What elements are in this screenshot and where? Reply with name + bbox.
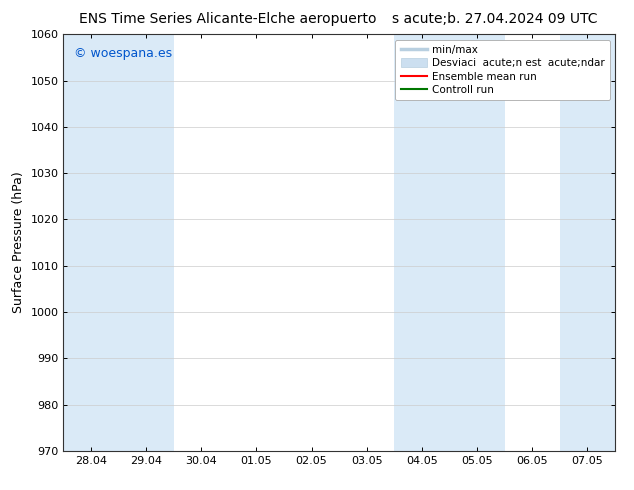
- Bar: [560, 34, 615, 451]
- Text: © woespana.es: © woespana.es: [74, 47, 172, 60]
- Y-axis label: Surface Pressure (hPa): Surface Pressure (hPa): [12, 172, 25, 314]
- Bar: [63, 34, 174, 451]
- Bar: [394, 34, 505, 451]
- Legend: min/max, Desviaci  acute;n est  acute;ndar, Ensemble mean run, Controll run: min/max, Desviaci acute;n est acute;ndar…: [396, 40, 610, 100]
- Text: ENS Time Series Alicante-Elche aeropuerto: ENS Time Series Alicante-Elche aeropuert…: [79, 12, 377, 26]
- Text: s acute;b. 27.04.2024 09 UTC: s acute;b. 27.04.2024 09 UTC: [392, 12, 597, 26]
